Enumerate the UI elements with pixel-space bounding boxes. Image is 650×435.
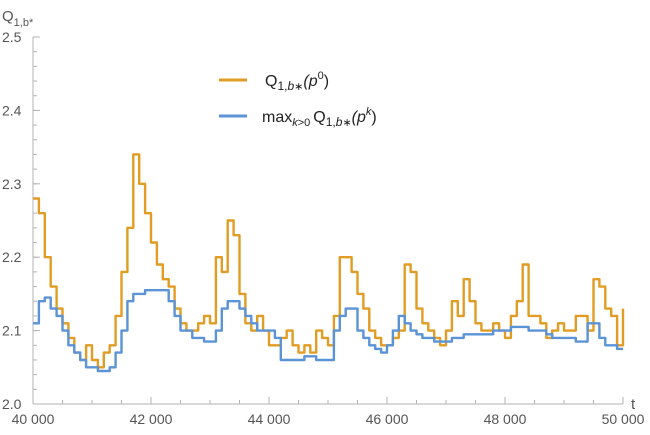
y-tick-label: 2.1 — [2, 323, 22, 339]
axes: 2.0 2.1 2.2 2.3 2.4 2.5 40 000 42 000 44 000 46 0… — [2, 29, 645, 427]
x-tick-label: 40 000 — [12, 411, 55, 427]
y-tick-label: 2.5 — [2, 29, 22, 45]
x-tick-label: 44 000 — [248, 411, 291, 427]
y-tick-label: 2.2 — [2, 249, 22, 265]
series-line-0 — [33, 153, 625, 369]
y-axis-label: Q1,b* — [2, 8, 34, 29]
x-tick-label: 46 000 — [366, 411, 409, 427]
y-axis-label-main: Q — [2, 8, 14, 25]
legend-label-series-1: maxk>0 Q1,b∗(pk) — [262, 106, 377, 129]
legend-label-series-0: Q1,b∗(p0) — [265, 70, 329, 93]
legend: Q1,b∗(p0) maxk>0 Q1,b∗(pk) — [219, 70, 377, 129]
x-tick-label: 48 000 — [484, 411, 527, 427]
y-tick-label: 2.0 — [2, 396, 22, 412]
x-axis-label: t — [631, 396, 636, 413]
x-tick-label: 42 000 — [130, 411, 173, 427]
series-line-1 — [33, 289, 623, 373]
y-axis-label-sub: 1,b* — [14, 17, 34, 29]
x-tick-label: 50 000 — [602, 411, 645, 427]
series-layer — [33, 153, 625, 373]
y-tick-label: 2.4 — [2, 102, 22, 118]
y-tick-label: 2.3 — [2, 176, 22, 192]
